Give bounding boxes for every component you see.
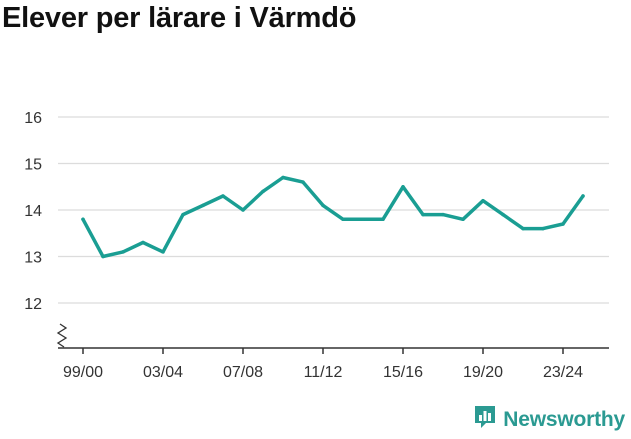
y-tick-label: 16 xyxy=(24,110,42,127)
data-point xyxy=(561,222,565,226)
data-point xyxy=(581,194,585,198)
data-point xyxy=(261,189,265,194)
data-point xyxy=(381,217,385,222)
data-point xyxy=(521,226,525,231)
data-point xyxy=(501,212,505,217)
x-tick-label: 23/24 xyxy=(543,364,583,381)
data-point xyxy=(341,217,345,222)
data-point xyxy=(401,185,405,189)
data-point xyxy=(301,180,305,184)
x-tick-label: 99/00 xyxy=(63,364,103,381)
series-group xyxy=(81,175,585,259)
data-point xyxy=(421,212,425,217)
data-point xyxy=(181,212,185,217)
data-point xyxy=(481,198,485,203)
x-tick-label: 03/04 xyxy=(143,364,183,381)
y-tick-label: 13 xyxy=(24,250,42,267)
data-point xyxy=(321,203,325,208)
y-tick-label: 14 xyxy=(24,203,42,220)
data-point xyxy=(141,240,145,245)
chart-title: Elever per lärare i Värmdö xyxy=(2,2,357,34)
x-tick-label: 15/16 xyxy=(383,364,423,381)
data-point xyxy=(101,254,105,259)
brand-name: Newsworthy xyxy=(503,407,625,431)
x-tick-label: 19/20 xyxy=(463,364,503,381)
data-point xyxy=(461,217,465,222)
axis-break-icon xyxy=(56,323,68,348)
newsworthy-logo-icon xyxy=(473,404,497,435)
x-tick-label: 07/08 xyxy=(223,364,263,381)
data-point xyxy=(541,226,545,231)
data-point xyxy=(441,212,445,217)
data-point xyxy=(241,208,245,212)
data-point xyxy=(121,250,125,254)
data-point xyxy=(221,194,225,198)
y-tick-label: 15 xyxy=(24,157,42,174)
data-point xyxy=(201,203,205,208)
y-tick-label: 12 xyxy=(24,296,42,313)
data-point xyxy=(361,217,365,222)
y-axis-ticks: 12 13 14 15 16 xyxy=(24,110,42,313)
series-line xyxy=(81,175,585,259)
x-tick-label: 11/12 xyxy=(304,364,343,381)
data-point xyxy=(81,217,85,222)
x-axis-ticks: 99/00 03/04 07/08 11/12 15/16 19/20 23/24 xyxy=(63,348,583,381)
x-axis xyxy=(56,323,609,349)
gridlines xyxy=(58,116,609,304)
data-point xyxy=(161,250,165,254)
data-point xyxy=(281,175,285,180)
brand-logo: Newsworthy xyxy=(473,404,625,435)
